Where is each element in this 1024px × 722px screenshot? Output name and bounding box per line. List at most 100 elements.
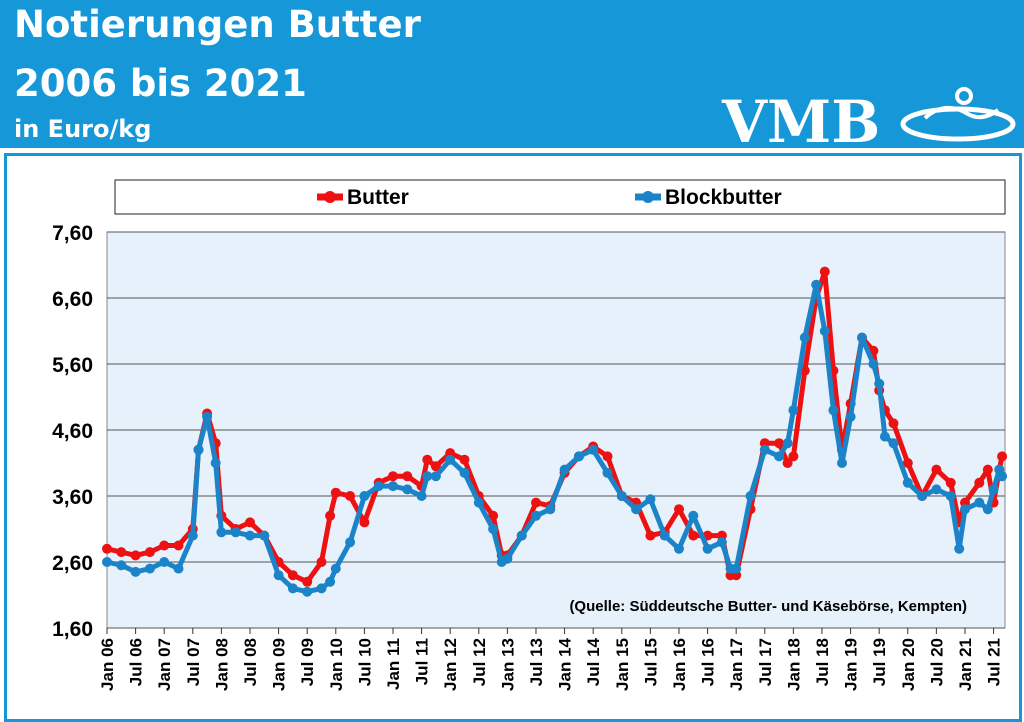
data-point-butter xyxy=(945,477,956,488)
data-point-butter xyxy=(459,454,470,465)
data-point-butter xyxy=(982,464,993,475)
x-tick-label: Jul 16 xyxy=(699,638,718,686)
data-point-blockbutter xyxy=(287,583,298,594)
x-tick-label: Jan 13 xyxy=(498,638,517,691)
x-tick-label: Jan 16 xyxy=(670,638,689,691)
data-point-butter xyxy=(130,550,141,561)
page-subtitle: 2006 bis 2021 xyxy=(14,62,307,105)
data-point-butter xyxy=(645,530,656,541)
line-chart: 7,60 6,60 5,60 4,60 3,60 2,60 1,60 Jan 06 Jul 06… xyxy=(52,179,1008,691)
data-point-butter xyxy=(245,517,255,528)
data-point-butter xyxy=(674,504,684,515)
data-point-blockbutter xyxy=(216,527,227,538)
x-tick-label: Jan 08 xyxy=(212,638,231,691)
x-tick-label: Jul 08 xyxy=(241,638,260,686)
data-point-blockbutter xyxy=(245,530,255,541)
data-point-blockbutter xyxy=(573,451,584,462)
data-point-blockbutter xyxy=(459,467,470,478)
x-tick-label: Jan 07 xyxy=(155,638,174,691)
x-tick-label: Jan 12 xyxy=(441,638,460,691)
data-point-butter xyxy=(788,451,799,462)
data-point-blockbutter xyxy=(545,504,556,515)
legend: Butter Blockbutter xyxy=(114,179,1006,215)
data-point-butter xyxy=(422,454,433,465)
data-point-blockbutter xyxy=(645,494,656,505)
data-point-blockbutter xyxy=(502,553,513,564)
data-point-blockbutter xyxy=(388,481,398,492)
data-point-blockbutter xyxy=(702,543,713,554)
data-point-butter xyxy=(102,543,112,554)
data-point-blockbutter xyxy=(874,378,885,389)
x-tick-label: Jul 18 xyxy=(813,638,832,686)
y-tick-label: 1,60 xyxy=(52,618,93,641)
data-point-blockbutter xyxy=(960,504,970,515)
data-point-blockbutter xyxy=(130,566,141,577)
x-tick-label: Jan 14 xyxy=(556,637,575,690)
legend-blockbutter-marker-icon xyxy=(642,191,654,203)
y-tick-label: 6,60 xyxy=(52,288,93,311)
data-point-blockbutter xyxy=(868,359,879,369)
data-point-blockbutter xyxy=(193,444,204,455)
data-point-blockbutter xyxy=(828,405,839,416)
data-point-blockbutter xyxy=(259,530,270,541)
data-point-butter xyxy=(974,477,985,488)
data-point-butter xyxy=(488,510,499,521)
data-point-blockbutter xyxy=(774,451,785,462)
data-point-blockbutter xyxy=(531,510,541,521)
data-point-blockbutter xyxy=(674,543,684,554)
data-point-blockbutter xyxy=(811,279,822,290)
data-point-butter xyxy=(302,576,313,587)
legend-box xyxy=(114,179,1006,215)
x-tick-label: Jul 15 xyxy=(641,638,660,686)
data-point-blockbutter xyxy=(402,484,413,495)
data-point-blockbutter xyxy=(373,481,384,492)
x-tick-label: Jan 21 xyxy=(956,638,975,691)
data-point-butter xyxy=(359,517,370,528)
data-point-blockbutter xyxy=(888,438,899,449)
data-point-blockbutter xyxy=(430,471,441,482)
data-point-blockbutter xyxy=(997,471,1008,482)
data-point-blockbutter xyxy=(316,583,327,594)
x-tick-label: Jan 10 xyxy=(327,638,346,691)
data-point-blockbutter xyxy=(202,411,213,422)
data-point-blockbutter xyxy=(559,464,570,475)
y-tick-label: 5,60 xyxy=(52,354,93,377)
data-point-blockbutter xyxy=(273,570,284,581)
data-point-blockbutter xyxy=(945,491,956,501)
data-point-blockbutter xyxy=(745,491,756,501)
data-point-blockbutter xyxy=(144,563,155,574)
x-tick-label: Jul 11 xyxy=(413,638,432,685)
x-tick-label: Jan 15 xyxy=(613,638,632,691)
data-point-blockbutter xyxy=(902,477,913,488)
x-tick-label: Jul 06 xyxy=(127,638,146,686)
data-point-blockbutter xyxy=(819,326,830,336)
logo-swoosh-icon xyxy=(900,106,1016,142)
x-tick-label: Jul 14 xyxy=(584,637,603,686)
y-tick-label: 4,60 xyxy=(52,420,93,443)
data-point-blockbutter xyxy=(488,524,499,534)
x-tick-label: Jul 20 xyxy=(927,638,946,686)
data-point-blockbutter xyxy=(359,491,370,501)
data-point-butter xyxy=(388,471,398,482)
data-point-butter xyxy=(402,471,413,482)
y-tick-label: 3,60 xyxy=(52,486,93,509)
logo-dot-icon xyxy=(955,87,973,105)
data-point-blockbutter xyxy=(879,431,890,442)
data-point-blockbutter xyxy=(445,454,456,465)
data-point-blockbutter xyxy=(631,504,642,515)
data-point-blockbutter xyxy=(325,576,336,587)
data-point-butter xyxy=(345,491,356,501)
data-point-blockbutter xyxy=(187,530,198,541)
data-point-butter xyxy=(888,418,899,429)
data-point-butter xyxy=(287,570,298,581)
data-point-blockbutter xyxy=(159,557,170,567)
data-point-butter xyxy=(159,540,170,551)
data-point-blockbutter xyxy=(422,471,433,482)
data-point-blockbutter xyxy=(837,458,847,468)
data-point-butter xyxy=(902,458,913,468)
data-point-blockbutter xyxy=(345,537,356,548)
x-tick-label: Jan 09 xyxy=(270,638,289,691)
data-point-blockbutter xyxy=(516,530,527,541)
logo-wave-icon xyxy=(923,106,1000,120)
data-point-butter xyxy=(931,464,942,475)
